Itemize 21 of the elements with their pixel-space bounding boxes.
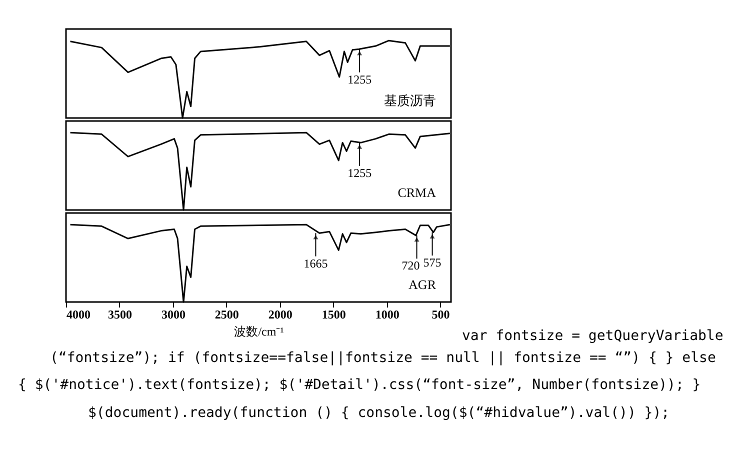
text: var fontsize = getQueryVariable <box>462 328 724 344</box>
annotation: 1255 <box>348 166 372 180</box>
x-axis-title: 波数/cm⁻¹ <box>234 324 284 338</box>
text: $(document).ready(function () { console.log($(“#hidvalue”).val()) }); <box>88 405 670 421</box>
annotation: 1255 <box>348 72 372 86</box>
x-tick-label: 500 <box>432 308 450 322</box>
annotation: 720 <box>402 258 420 273</box>
text: 基质沥青 <box>384 93 436 108</box>
x-tick-label: 4000 <box>66 308 90 322</box>
text: (“fontsize”); if (fontsize==false||fontsize == null || fontsize == “”) { } else <box>50 350 716 366</box>
x-tick-label: 1500 <box>322 308 346 322</box>
x-tick-label: 3000 <box>161 308 186 322</box>
x-tick-label: 2000 <box>268 308 292 322</box>
text: { $('#notice').text(fontsize); $('#Detail').css(“font-size”, Number(fontsize)); } <box>18 377 701 393</box>
text: CRMA <box>398 185 437 200</box>
text: AGR <box>408 277 436 292</box>
x-tick-label: 1000 <box>375 308 400 322</box>
annotation: 575 <box>423 256 442 270</box>
x-tick-label: 2500 <box>214 308 239 322</box>
x-tick-label: 3500 <box>108 308 132 322</box>
annotation: 1665 <box>304 256 328 270</box>
